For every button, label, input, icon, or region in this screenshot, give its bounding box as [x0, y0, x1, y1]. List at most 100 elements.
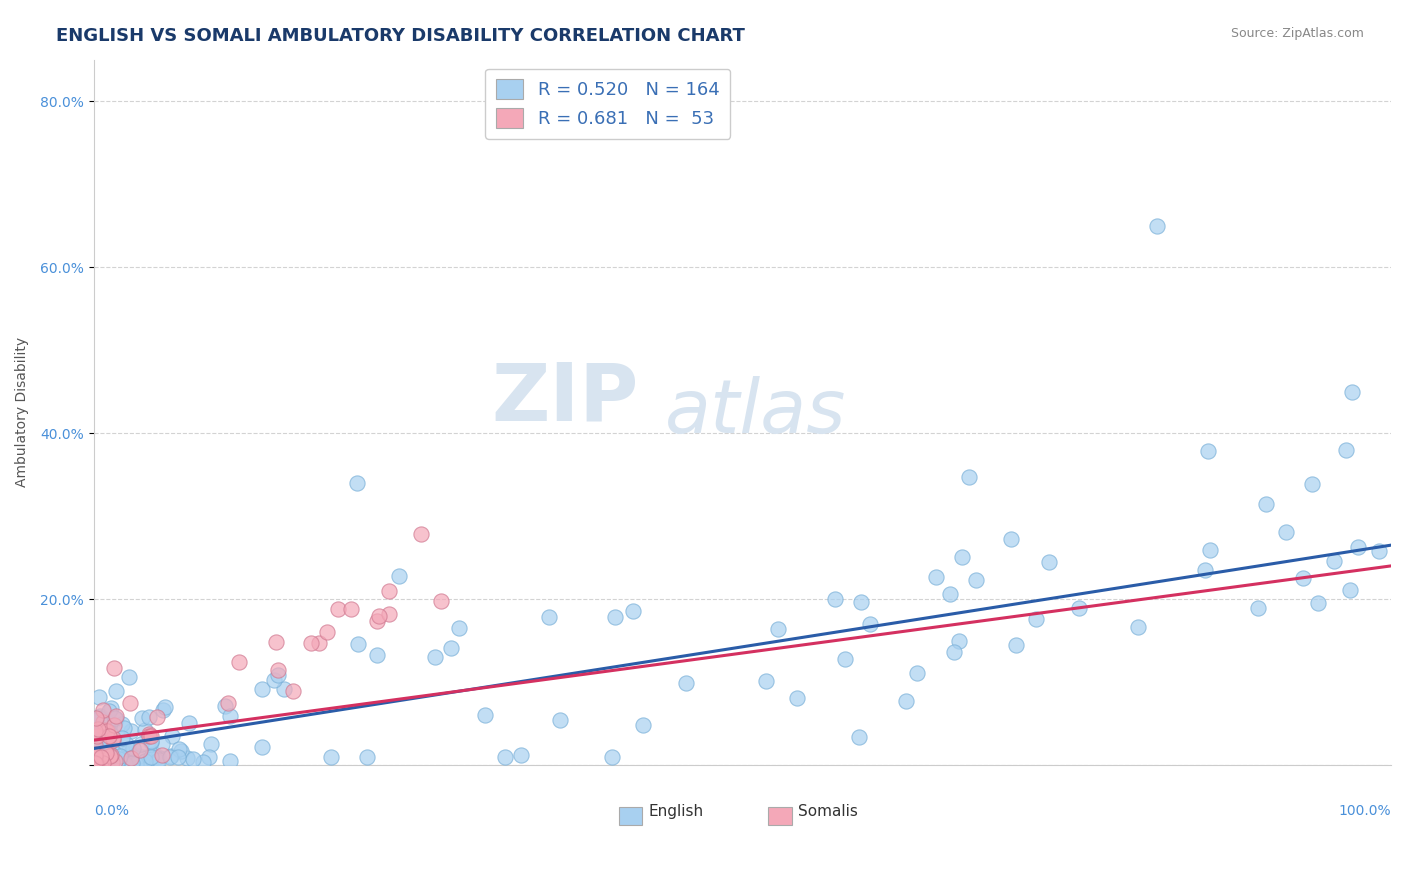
Point [100, 742, 122, 756]
Point [125, 757, 148, 772]
Point [91, 723, 114, 738]
Point [94, 747, 117, 761]
Point [848, 730, 870, 744]
Point [430, 594, 453, 608]
Point [118, 696, 141, 710]
Point [273, 681, 295, 696]
Point [198, 749, 221, 764]
Point [217, 696, 239, 710]
Point [84, 751, 107, 765]
Point [939, 586, 962, 600]
Point [1146, 219, 1168, 233]
Point [388, 569, 411, 583]
Point [1197, 443, 1219, 458]
Point [267, 667, 290, 681]
Point [103, 717, 125, 731]
Point [84, 714, 107, 729]
Point [86, 729, 108, 743]
Point [148, 753, 170, 767]
Point [84, 747, 107, 761]
Point [1254, 496, 1277, 510]
Point [191, 755, 214, 769]
Point [134, 723, 156, 737]
Point [120, 723, 142, 738]
Point [100, 748, 122, 763]
Point [134, 754, 156, 768]
Point [1339, 582, 1361, 597]
Point [346, 476, 368, 491]
Point [943, 645, 966, 659]
Point [97, 739, 120, 753]
Point [131, 711, 153, 725]
Point [84, 747, 107, 762]
Point [111, 743, 134, 757]
Point [423, 650, 446, 665]
Point [316, 625, 339, 640]
Point [89, 711, 111, 725]
Point [96, 742, 118, 756]
Point [621, 604, 644, 618]
Point [118, 753, 141, 767]
Point [1341, 384, 1364, 399]
Point [948, 634, 970, 648]
Point [97, 724, 120, 739]
Point [346, 637, 368, 651]
Point [1291, 571, 1313, 585]
Point [105, 684, 128, 698]
Point [366, 614, 388, 628]
Point [600, 749, 623, 764]
Point [87, 755, 110, 769]
Point [146, 710, 169, 724]
Point [139, 749, 162, 764]
Point [200, 737, 222, 751]
Point [252, 739, 274, 754]
Point [167, 742, 190, 756]
Point [1275, 525, 1298, 540]
Point [87, 690, 110, 704]
Point [131, 756, 153, 771]
Point [101, 748, 124, 763]
Point [112, 721, 135, 735]
Point [90, 751, 112, 765]
Point [1067, 600, 1090, 615]
Point [141, 734, 163, 748]
Point [100, 749, 122, 764]
Point [91, 728, 114, 742]
Point [950, 549, 973, 564]
Point [326, 602, 349, 616]
Point [97, 752, 120, 766]
Point [965, 574, 987, 588]
Point [141, 752, 163, 766]
Point [766, 622, 789, 636]
Point [87, 727, 110, 741]
Point [603, 609, 626, 624]
Point [925, 570, 948, 584]
Point [98, 729, 121, 743]
Point [1334, 442, 1357, 457]
Point [957, 470, 980, 484]
Point [128, 743, 150, 757]
Point [263, 673, 285, 688]
Point [849, 595, 872, 609]
Point [159, 749, 181, 764]
Point [138, 729, 160, 743]
Point [160, 749, 183, 764]
Point [824, 592, 846, 607]
Point [98, 736, 121, 750]
Point [104, 754, 127, 768]
Point [1198, 543, 1220, 558]
Point [267, 664, 290, 678]
Point [264, 635, 287, 649]
Text: ZIP: ZIP [491, 359, 638, 437]
Point [87, 722, 110, 736]
Point [91, 757, 114, 772]
Point [89, 752, 111, 766]
Point [166, 749, 188, 764]
Point [1368, 543, 1391, 558]
Point [228, 655, 250, 669]
Point [114, 737, 136, 751]
Point [142, 747, 165, 761]
Point [91, 703, 114, 717]
Point [548, 714, 571, 728]
Point [84, 756, 107, 771]
